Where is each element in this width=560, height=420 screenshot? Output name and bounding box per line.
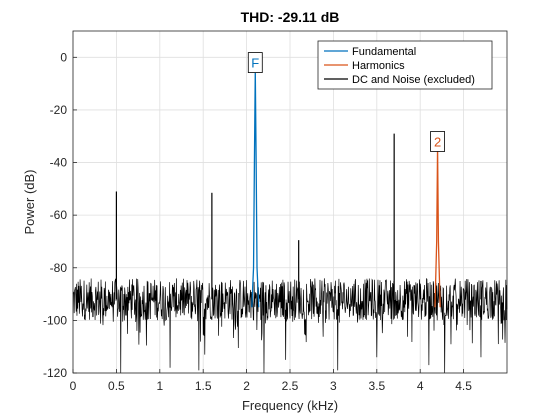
- y-tick-label: -20: [50, 103, 68, 117]
- legend-entry: Fundamental: [352, 46, 416, 58]
- peak-marker-label: F: [251, 56, 259, 71]
- x-tick-label: 3: [330, 379, 337, 393]
- y-tick-label: -60: [50, 208, 68, 222]
- spur-lines: [115, 133, 482, 300]
- legend-entry: Harmonics: [352, 60, 405, 72]
- y-tick-label: -40: [50, 156, 68, 170]
- y-tick-label: 0: [60, 50, 67, 64]
- x-axis-label: Frequency (kHz): [242, 398, 338, 413]
- legend-entry: DC and Noise (excluded): [352, 74, 475, 86]
- x-tick-label: 4: [417, 379, 424, 393]
- y-tick-label: -120: [43, 366, 67, 380]
- y-axis-label: Power (dB): [22, 169, 37, 234]
- x-tick-label: 2.5: [282, 379, 299, 393]
- x-tick-label: 1: [156, 379, 163, 393]
- y-tick-label: -100: [43, 313, 67, 327]
- chart-title: THD: -29.11 dB: [241, 9, 340, 25]
- y-tick-label: -80: [50, 261, 68, 275]
- x-tick-label: 1.5: [195, 379, 212, 393]
- legend: Fundamental Harmonics DC and Noise (exclud…: [317, 40, 493, 90]
- peak-marker-box: [430, 131, 445, 152]
- peak-markers: F2: [247, 52, 445, 152]
- x-tick-label: 4.5: [455, 379, 472, 393]
- peak-marker-box: [247, 52, 263, 73]
- y-axis-ticks: -120 -100 -80 -60 -40 -20 0: [43, 50, 77, 380]
- x-tick-label: 3.5: [368, 379, 385, 393]
- x-tick-label: 2: [243, 379, 250, 393]
- peak-marker-label: 2: [434, 134, 441, 149]
- x-axis-ticks: 0 0.5 1 1.5 2 2.5 3 3.5 4 4.5: [70, 369, 472, 393]
- x-tick-label: 0: [70, 379, 77, 393]
- x-tick-label: 0.5: [108, 379, 125, 393]
